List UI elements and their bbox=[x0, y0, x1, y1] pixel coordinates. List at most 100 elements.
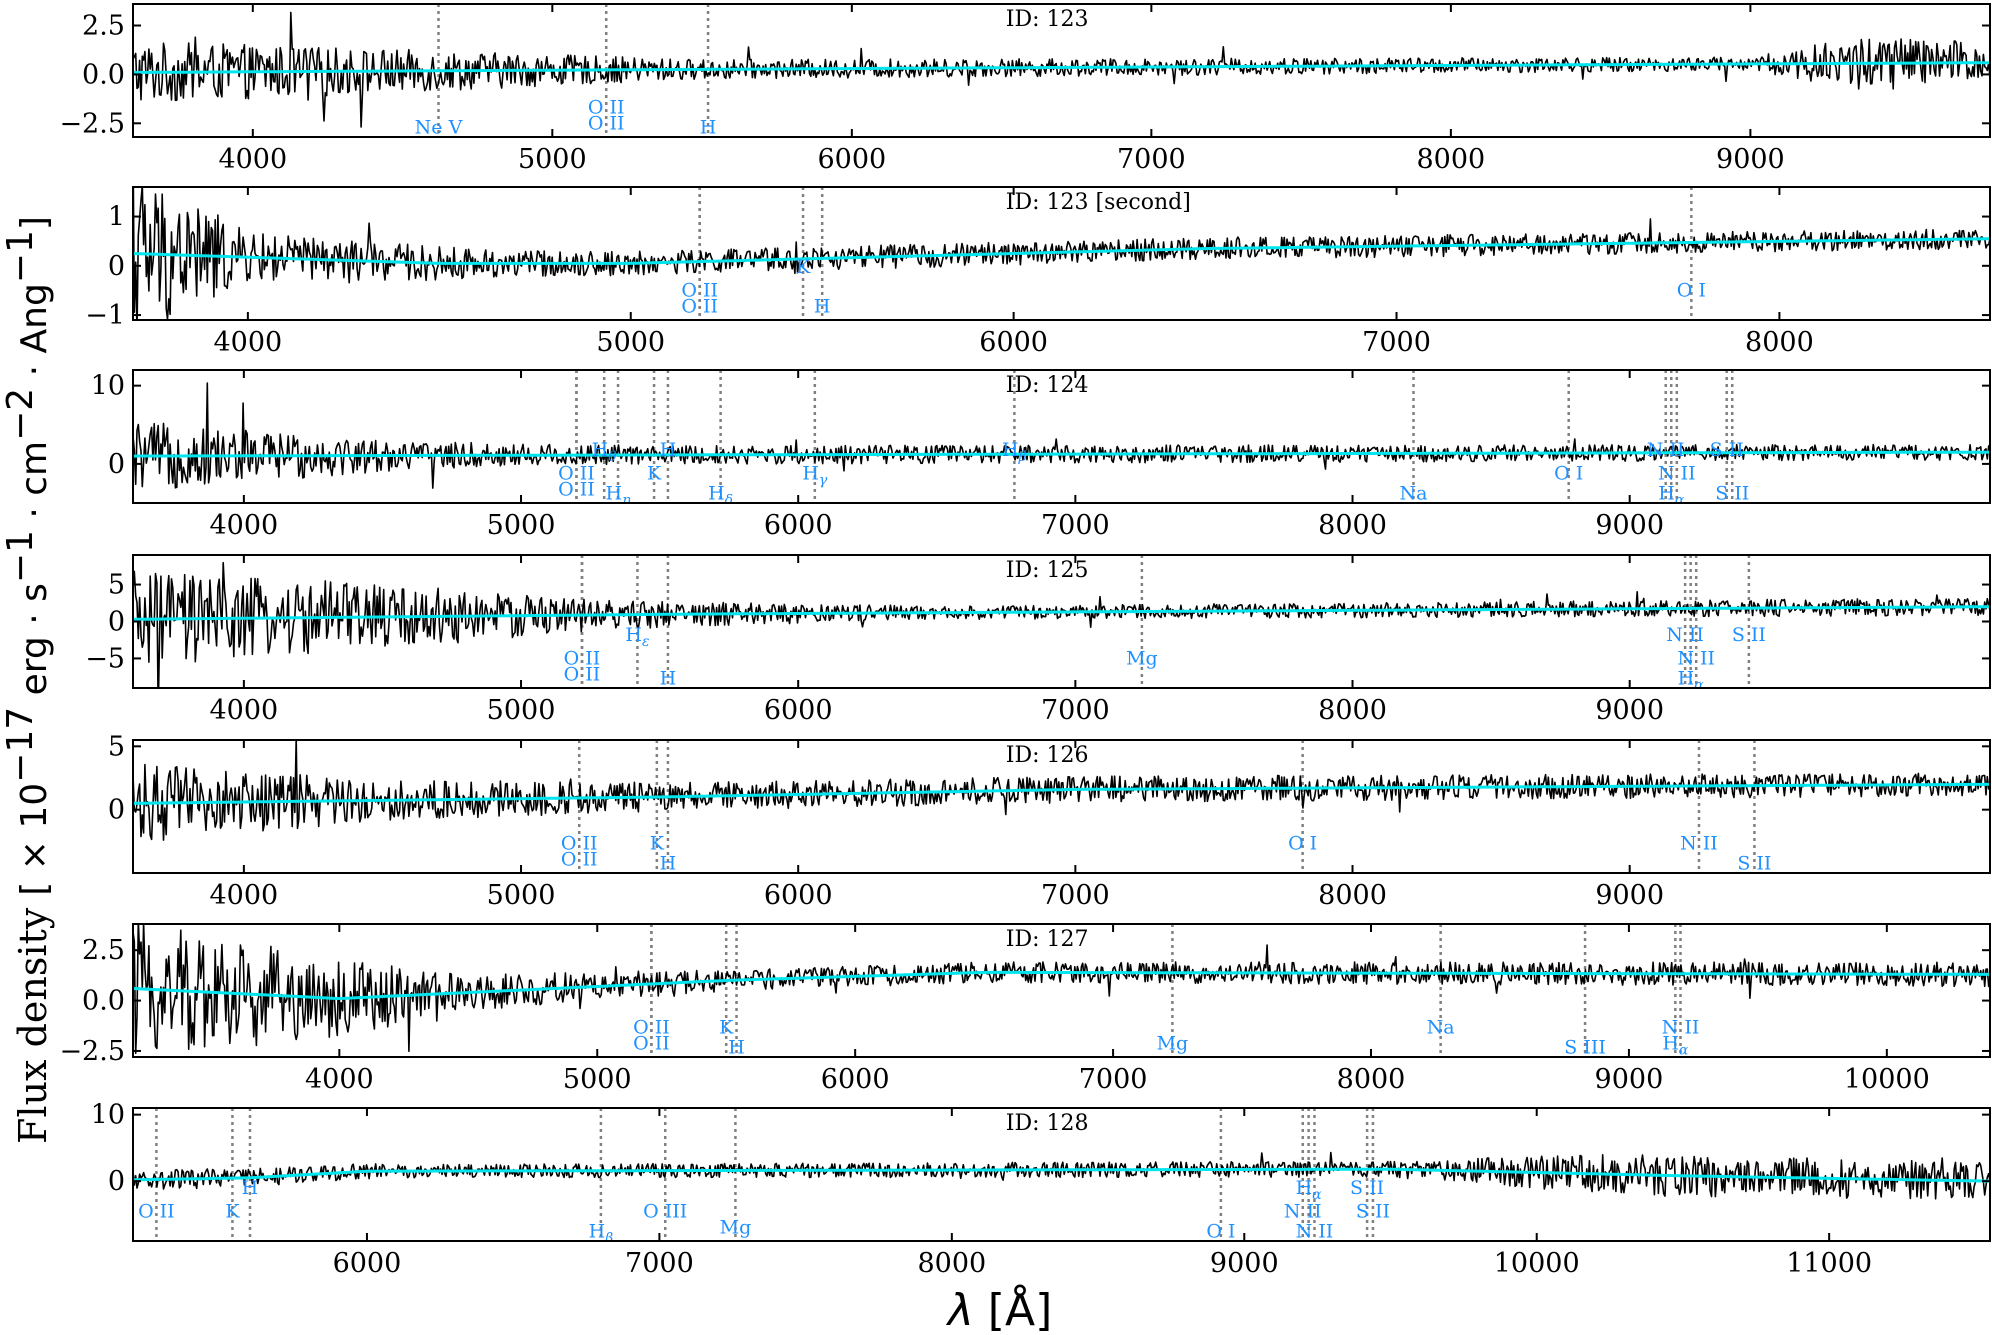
panel-plot-area: O IIO II KH O I bbox=[133, 187, 1990, 320]
spectral-line-label: H bbox=[700, 117, 717, 139]
observed-spectrum bbox=[133, 740, 1990, 841]
x-tick-label: 4000 bbox=[214, 327, 283, 358]
x-tick-label: 5000 bbox=[487, 695, 556, 726]
panel-frame bbox=[132, 369, 1991, 504]
spectral-line-label: Ne V bbox=[415, 117, 463, 139]
y-tick-label: 1 bbox=[108, 202, 125, 233]
x-tick-label: 7000 bbox=[625, 1248, 694, 1279]
y-tick-label: 0 bbox=[108, 449, 125, 480]
x-tick-label: 6000 bbox=[817, 144, 886, 175]
y-tick-label: −2.5 bbox=[59, 1036, 125, 1067]
x-axis-label-symbol: λ bbox=[946, 1285, 974, 1335]
observed-spectrum bbox=[133, 187, 1990, 320]
x-tick-label: 8000 bbox=[1417, 144, 1486, 175]
y-axis-label-close: ] bbox=[14, 216, 55, 230]
svg-text:Flux density[ × 10−17 erg · s−: Flux density[ × 10−17 erg · s−1 · cm−2 ·… bbox=[0, 216, 55, 1144]
spectral-line-label: O II bbox=[633, 1017, 670, 1039]
y-tick-label: 5 bbox=[108, 731, 125, 762]
x-tick-label: 9000 bbox=[1595, 695, 1664, 726]
x-tick-label: 11000 bbox=[1786, 1248, 1872, 1279]
spectral-line-label: O II bbox=[564, 648, 601, 670]
panel-id-label: ID: 127 bbox=[1006, 927, 1089, 952]
y-tick-label: 0.0 bbox=[82, 986, 125, 1017]
spectral-line-label: Hβ bbox=[589, 1221, 614, 1247]
spectral-line-label: O II bbox=[681, 280, 718, 302]
spectral-line-label: Hη bbox=[606, 483, 632, 509]
spectral-line-label: O II bbox=[588, 97, 625, 119]
x-tick-label: 5000 bbox=[596, 327, 665, 358]
x-tick-label: 7000 bbox=[1041, 695, 1110, 726]
x-tick-label: 9000 bbox=[1210, 1248, 1279, 1279]
spectral-line-label: Mg bbox=[720, 1217, 752, 1239]
spectral-line-label: O II bbox=[561, 849, 598, 871]
x-tick-label: 6000 bbox=[821, 1064, 890, 1095]
y-axis-label-cm: · cm bbox=[14, 441, 55, 530]
spectral-line-label: O I bbox=[1677, 280, 1706, 302]
spectral-line-label: Hβ bbox=[1002, 439, 1027, 465]
model-spectrum bbox=[133, 605, 1990, 621]
y-tick-label: 2.5 bbox=[82, 935, 125, 966]
x-tick-label: 4000 bbox=[210, 510, 279, 541]
x-tick-label: 7000 bbox=[1041, 880, 1110, 911]
x-tick-label: 4000 bbox=[305, 1064, 374, 1095]
panel-frame bbox=[132, 739, 1991, 874]
y-tick-label: 0 bbox=[108, 251, 125, 282]
model-spectrum bbox=[133, 237, 1990, 265]
x-tick-label: 4000 bbox=[210, 695, 279, 726]
y-tick-label: −1 bbox=[85, 300, 125, 331]
spectrum-panel: O IIO II KH O I ID: 123 [second] 4000 5000 600… bbox=[85, 186, 1991, 358]
x-tick-label: 6000 bbox=[764, 695, 833, 726]
x-tick-label: 6000 bbox=[979, 327, 1048, 358]
spectral-line-label: Na bbox=[1427, 1017, 1455, 1039]
observed-spectrum bbox=[133, 924, 1990, 1054]
spectral-line-label: H bbox=[242, 1177, 259, 1199]
spectral-line-label: N II bbox=[1296, 1221, 1334, 1243]
spectral-line-label: N II bbox=[1666, 624, 1704, 646]
y-tick-label: 5 bbox=[108, 570, 125, 601]
x-tick-label: 6000 bbox=[764, 880, 833, 911]
y-tick-label: 0 bbox=[108, 795, 125, 826]
panel-frame bbox=[132, 186, 1991, 321]
spectrum-panel: Ne V O IIO II H ID: 123 4000 5000 6000 7000 8000… bbox=[59, 3, 1991, 175]
panel-frame bbox=[132, 1107, 1991, 1242]
spectral-line-label: O I bbox=[1288, 833, 1317, 855]
y-axis-label-erg: erg · s bbox=[14, 583, 55, 707]
x-tick-label: 8000 bbox=[1318, 695, 1387, 726]
spectral-line-label: N II bbox=[1647, 439, 1685, 461]
spectral-line-label: O II bbox=[558, 479, 595, 501]
spectral-line-label: K bbox=[719, 1017, 734, 1039]
y-axis-label-exponent: −17 bbox=[0, 707, 41, 783]
spectral-line-label: Na bbox=[1400, 483, 1428, 505]
x-tick-label: 4000 bbox=[210, 880, 279, 911]
observed-spectrum bbox=[133, 382, 1990, 489]
model-spectrum bbox=[133, 450, 1990, 458]
y-tick-label: −2.5 bbox=[59, 108, 125, 139]
spectral-line-label: O II bbox=[561, 833, 598, 855]
x-tick-label: 10000 bbox=[1494, 1248, 1580, 1279]
x-tick-label: 5000 bbox=[487, 510, 556, 541]
spectral-line-label: O II bbox=[564, 664, 601, 686]
spectral-line-label: S II bbox=[1710, 439, 1744, 461]
spectral-line-label: O II bbox=[681, 296, 718, 318]
x-tick-label: 9000 bbox=[1716, 144, 1785, 175]
x-tick-label: 8000 bbox=[1318, 510, 1387, 541]
panel-frame bbox=[132, 3, 1991, 138]
panel-frame bbox=[132, 923, 1991, 1058]
x-tick-label: 7000 bbox=[1362, 327, 1431, 358]
x-tick-label: 7000 bbox=[1041, 510, 1110, 541]
y-axis-label-cm-exponent: −2 bbox=[0, 388, 41, 441]
model-spectrum bbox=[133, 61, 1990, 74]
y-tick-label: 0 bbox=[108, 607, 125, 638]
spectral-line-label: O II bbox=[633, 1033, 670, 1055]
spectral-line-label: O II bbox=[138, 1201, 175, 1223]
y-axis-label-ang-exponent: −1 bbox=[0, 230, 41, 283]
panel-plot-area: Ne V O IIO II H bbox=[133, 4, 1990, 139]
spectral-line-label: O I bbox=[1206, 1221, 1235, 1243]
y-tick-label: 2.5 bbox=[82, 11, 125, 42]
